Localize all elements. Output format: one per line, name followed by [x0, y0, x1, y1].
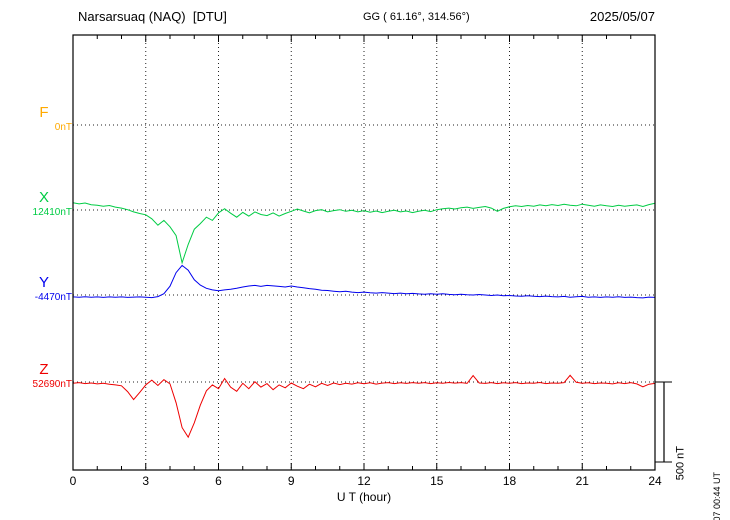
component-baseline-f: 0nT: [54, 122, 72, 133]
trace-Y: [72, 264, 656, 299]
component-letter-x: X: [38, 189, 49, 206]
plotted-at-note: Plotted at 2025/06/07 00:44 UT: [712, 472, 722, 520]
station-title: Narsarsuaq (NAQ) [DTU]: [78, 9, 227, 24]
component-letter-f: F: [39, 104, 49, 121]
component-label-x: X 12410nT: [16, 188, 72, 218]
scale-bar-label: 500 nT: [674, 446, 686, 481]
trace-Z: [72, 374, 656, 439]
component-label-f: F 0nT: [16, 103, 72, 133]
component-label-y: Y -4470nT: [16, 273, 72, 303]
plot-date: 2025/05/07: [589, 9, 655, 24]
component-letter-z: Z: [39, 361, 49, 378]
geographic-coordinates: GG ( 61.16°, 314.56°): [363, 11, 470, 23]
component-letter-y: Y: [38, 274, 49, 291]
plot-frame: [72, 34, 656, 471]
component-baseline-z: 52690nT: [32, 379, 72, 390]
component-baseline-x: 12410nT: [32, 207, 72, 218]
trace-X: [72, 202, 656, 265]
component-baseline-y: -4470nT: [34, 292, 72, 303]
component-label-z: Z 52690nT: [16, 360, 72, 390]
x-axis-label: U T (hour): [336, 490, 392, 504]
